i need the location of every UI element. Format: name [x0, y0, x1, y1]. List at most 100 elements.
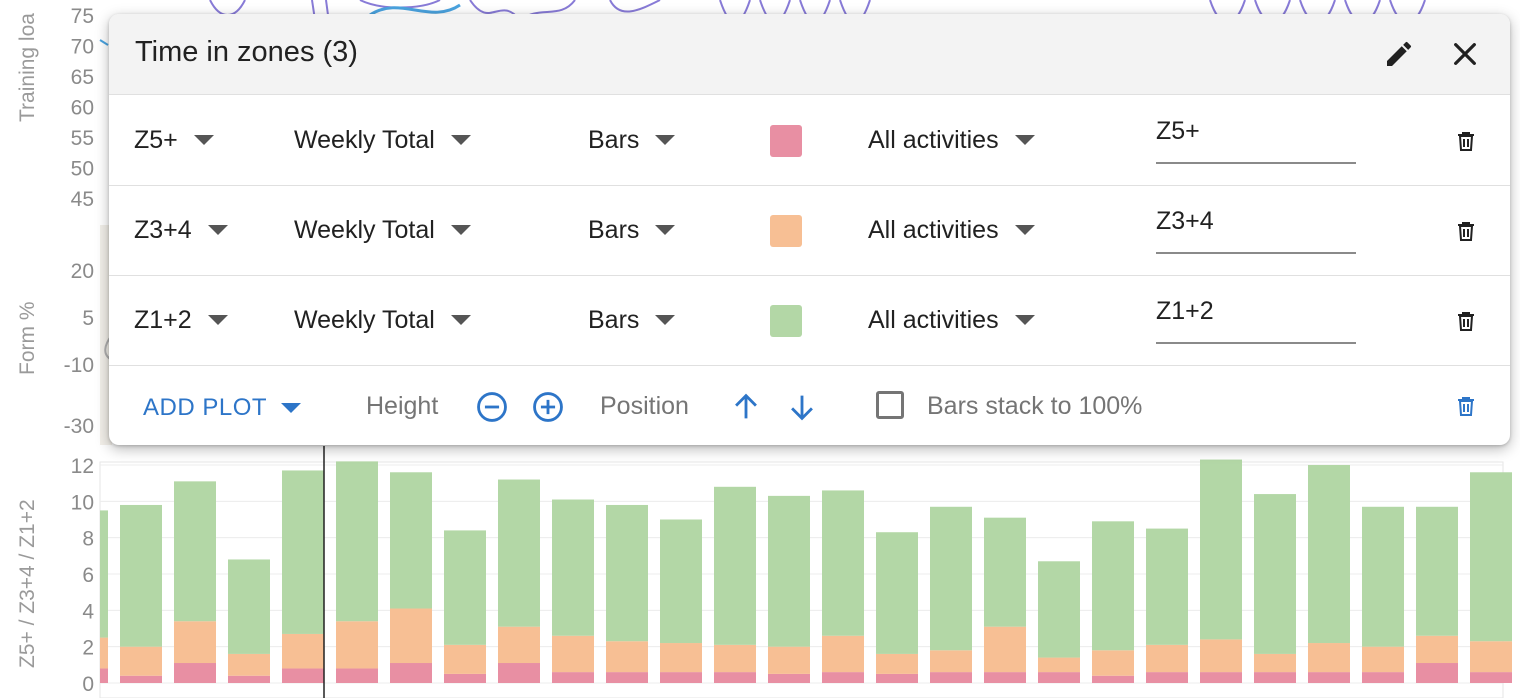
bar-z5-[interactable]: [1038, 672, 1080, 683]
bar-z3-4[interactable]: [930, 650, 972, 673]
period-select[interactable]: Weekly Total: [294, 275, 471, 365]
bar-z3-4[interactable]: [282, 633, 324, 669]
zone-select[interactable]: Z3+4: [134, 185, 228, 275]
bar-z1-2[interactable]: [660, 519, 702, 644]
stack-100-checkbox[interactable]: [876, 391, 904, 419]
color-swatch[interactable]: [770, 305, 802, 337]
bar-z1-2[interactable]: [100, 510, 108, 638]
bar-z3-4[interactable]: [768, 646, 810, 674]
bar-z5-[interactable]: [1146, 672, 1188, 683]
style-select[interactable]: Bars: [588, 185, 676, 275]
activities-select[interactable]: All activities: [868, 275, 1035, 365]
bar-z5-[interactable]: [552, 672, 594, 683]
bar-z1-2[interactable]: [930, 506, 972, 651]
bar-z1-2[interactable]: [714, 486, 756, 645]
bar-z1-2[interactable]: [498, 479, 540, 627]
bar-z3-4[interactable]: [606, 641, 648, 673]
bar-z5-[interactable]: [606, 672, 648, 683]
bar-z3-4[interactable]: [876, 653, 918, 674]
bar-z1-2[interactable]: [1470, 472, 1512, 642]
bar-z5-[interactable]: [282, 668, 324, 683]
bar-z1-2[interactable]: [336, 461, 378, 622]
bar-z3-4[interactable]: [1146, 644, 1188, 673]
bar-z1-2[interactable]: [1254, 494, 1296, 654]
bar-z5-[interactable]: [120, 675, 162, 683]
bar-z5-[interactable]: [100, 668, 108, 683]
bar-z5-[interactable]: [1308, 672, 1350, 683]
decrease-height-icon[interactable]: [475, 390, 509, 424]
bar-z5-[interactable]: [1254, 672, 1296, 683]
bar-z1-2[interactable]: [174, 481, 216, 622]
bar-z1-2[interactable]: [444, 530, 486, 645]
bar-z1-2[interactable]: [1416, 506, 1458, 636]
trash-icon[interactable]: [1454, 128, 1478, 154]
bar-z5-[interactable]: [1092, 675, 1134, 683]
bar-z5-[interactable]: [930, 672, 972, 683]
bar-z3-4[interactable]: [174, 621, 216, 664]
bar-z3-4[interactable]: [822, 635, 864, 673]
bar-z1-2[interactable]: [822, 490, 864, 636]
bar-z5-[interactable]: [984, 672, 1026, 683]
bar-z3-4[interactable]: [1470, 641, 1512, 673]
bar-z3-4[interactable]: [714, 644, 756, 673]
period-select[interactable]: Weekly Total: [294, 95, 471, 185]
zone-select[interactable]: Z5+: [134, 95, 214, 185]
bar-z5-[interactable]: [822, 672, 864, 683]
bar-z3-4[interactable]: [1200, 639, 1242, 673]
bar-z1-2[interactable]: [552, 499, 594, 636]
plot-name-input[interactable]: Z5+: [1156, 95, 1356, 164]
trash-icon[interactable]: [1454, 218, 1478, 244]
bar-z5-[interactable]: [876, 673, 918, 683]
increase-height-icon[interactable]: [531, 390, 565, 424]
bar-z3-4[interactable]: [1362, 646, 1404, 673]
bar-z1-2[interactable]: [606, 504, 648, 642]
zone-select[interactable]: Z1+2: [134, 275, 228, 365]
close-icon[interactable]: [1449, 38, 1481, 70]
bar-z5-[interactable]: [1416, 663, 1458, 683]
bar-z1-2[interactable]: [876, 532, 918, 654]
bar-z3-4[interactable]: [1092, 650, 1134, 676]
bar-z5-[interactable]: [1470, 672, 1512, 683]
bar-z3-4[interactable]: [1254, 653, 1296, 673]
bar-z3-4[interactable]: [498, 626, 540, 664]
bar-z1-2[interactable]: [390, 472, 432, 609]
bar-z5-[interactable]: [660, 672, 702, 683]
bar-z1-2[interactable]: [1200, 459, 1242, 640]
color-swatch[interactable]: [770, 125, 802, 157]
bar-z5-[interactable]: [498, 663, 540, 683]
bar-z3-4[interactable]: [1038, 657, 1080, 673]
color-swatch[interactable]: [770, 215, 802, 247]
bar-z5-[interactable]: [714, 672, 756, 683]
bar-z3-4[interactable]: [1308, 643, 1350, 673]
bar-z1-2[interactable]: [1092, 521, 1134, 651]
bar-z3-4[interactable]: [660, 643, 702, 673]
bar-z5-[interactable]: [174, 663, 216, 683]
bar-z1-2[interactable]: [1038, 561, 1080, 658]
bar-z5-[interactable]: [336, 668, 378, 683]
bar-z1-2[interactable]: [282, 470, 324, 634]
style-select[interactable]: Bars: [588, 275, 676, 365]
bar-z3-4[interactable]: [100, 637, 108, 669]
period-select[interactable]: Weekly Total: [294, 185, 471, 275]
bar-z5-[interactable]: [1200, 672, 1242, 683]
delete-all-icon[interactable]: [1454, 393, 1478, 419]
plot-name-input[interactable]: Z3+4: [1156, 185, 1356, 254]
bar-z1-2[interactable]: [1362, 506, 1404, 647]
bar-z3-4[interactable]: [984, 626, 1026, 673]
bar-z5-[interactable]: [1362, 672, 1404, 683]
bar-z5-[interactable]: [444, 673, 486, 683]
bar-z3-4[interactable]: [228, 653, 270, 676]
style-select[interactable]: Bars: [588, 95, 676, 185]
bar-z3-4[interactable]: [336, 621, 378, 669]
activities-select[interactable]: All activities: [868, 95, 1035, 185]
arrow-up-icon[interactable]: [729, 390, 763, 424]
bar-z3-4[interactable]: [1416, 635, 1458, 664]
bar-z3-4[interactable]: [120, 646, 162, 676]
bar-z5-[interactable]: [768, 673, 810, 683]
bar-z1-2[interactable]: [1308, 465, 1350, 644]
bar-z3-4[interactable]: [552, 635, 594, 673]
bar-z5-[interactable]: [228, 675, 270, 683]
activities-select[interactable]: All activities: [868, 185, 1035, 275]
bar-z3-4[interactable]: [444, 644, 486, 674]
bar-z1-2[interactable]: [228, 559, 270, 654]
